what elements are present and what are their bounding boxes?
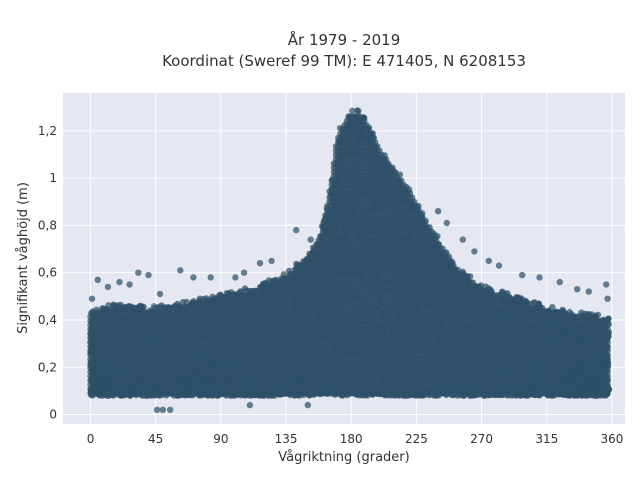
data-point: [349, 107, 356, 115]
data-point: [594, 311, 602, 319]
data-points: [87, 107, 613, 413]
chart-subtitle: Koordinat (Sweref 99 TM): E 471405, N 62…: [162, 52, 526, 70]
chart-title: År 1979 - 2019: [288, 30, 401, 49]
